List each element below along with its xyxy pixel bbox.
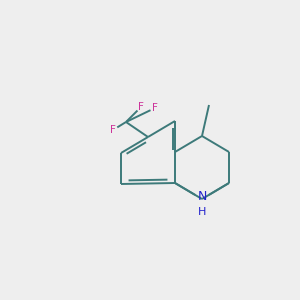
Text: F: F [110, 125, 116, 135]
Text: F: F [152, 103, 158, 113]
Text: H: H [198, 207, 206, 217]
Text: F: F [138, 102, 144, 112]
Text: N: N [197, 190, 207, 202]
